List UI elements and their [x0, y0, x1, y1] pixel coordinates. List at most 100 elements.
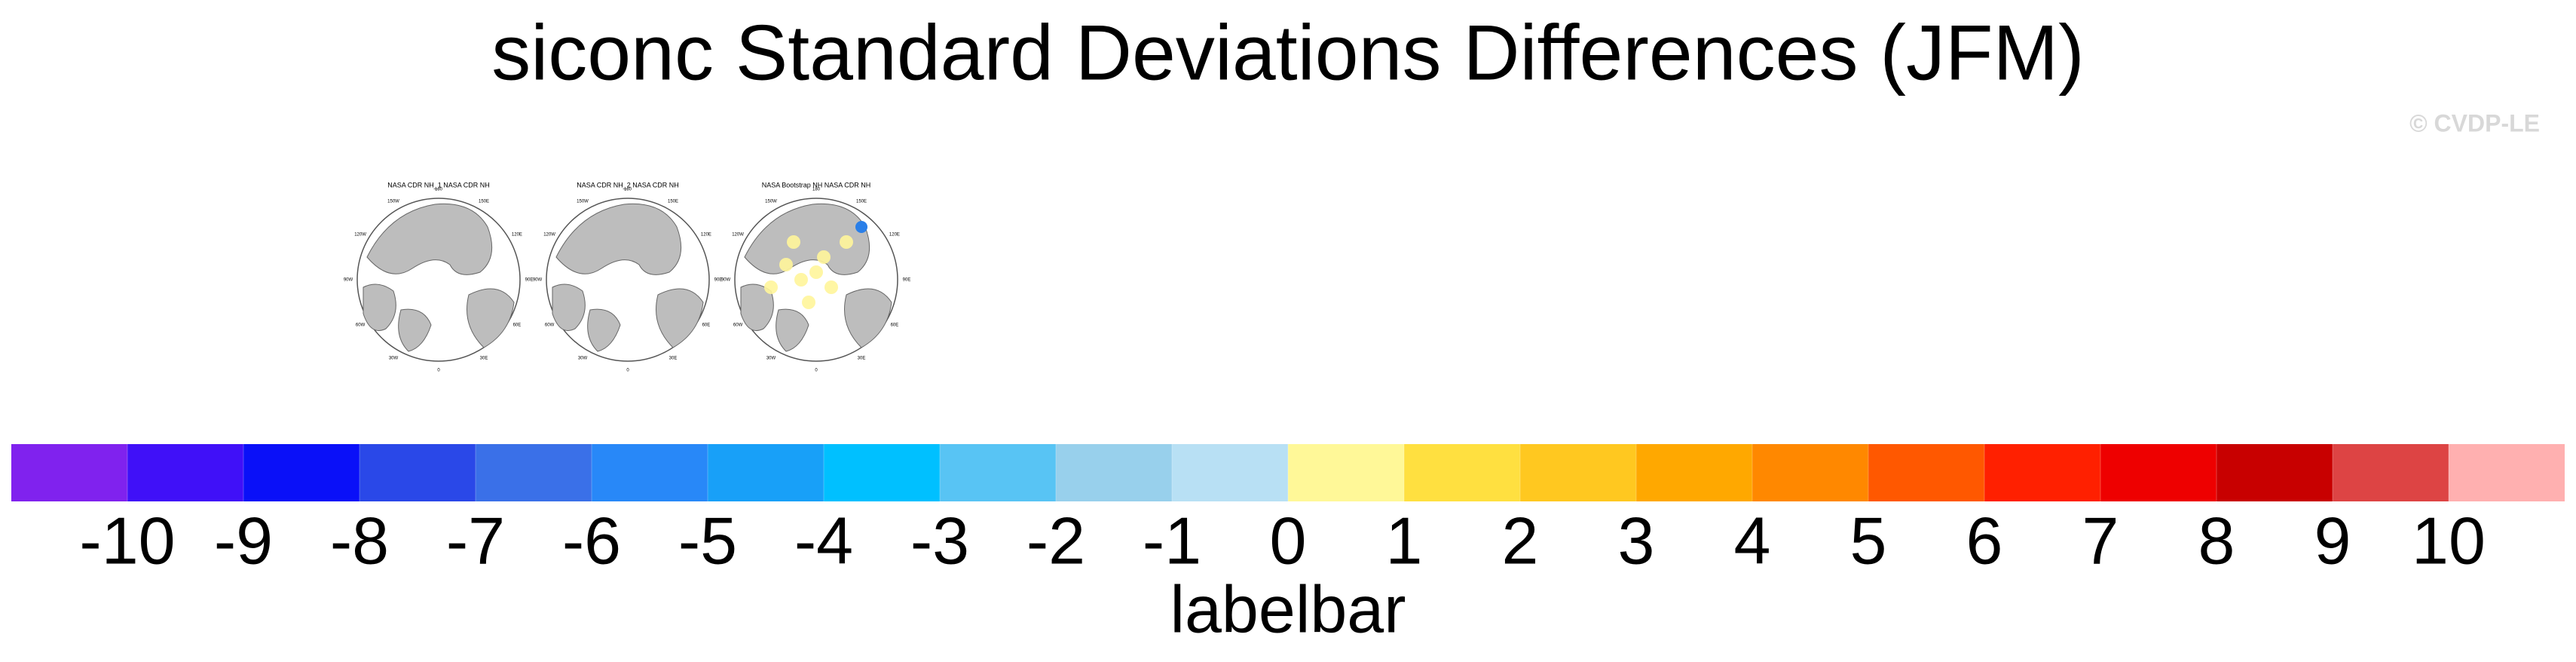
- color-box: [2217, 444, 2333, 501]
- lon-label: 60W: [733, 323, 743, 328]
- tick-label: -9: [214, 503, 273, 578]
- tick-label: 1: [1386, 503, 1423, 578]
- land: [844, 288, 892, 348]
- credit: © CVDP-LE: [2409, 109, 2540, 136]
- tick-label: -2: [1026, 503, 1085, 578]
- lon-label: 60W: [545, 323, 555, 328]
- lon-label: 0: [437, 369, 440, 373]
- lon-label: 120E: [512, 233, 522, 238]
- color-box: [1984, 444, 2100, 501]
- colorbar: -10 -9 -8 -7 -6 -5 -4 -3 -2 -1 0 1 2 3 4 5 6 7 8 9 10labelba…: [11, 444, 2565, 646]
- land: [656, 288, 704, 348]
- lon-label: 150W: [387, 200, 399, 204]
- color-box: [592, 444, 708, 501]
- color-box: [1172, 444, 1288, 501]
- tick-label: -7: [446, 503, 505, 578]
- tick-label: 9: [2314, 503, 2351, 578]
- tick-label: -3: [910, 503, 969, 578]
- color-box: [708, 444, 824, 501]
- color-box: [476, 444, 592, 501]
- tick-label: 2: [1502, 503, 1539, 578]
- lon-label: 30W: [578, 357, 588, 361]
- tick-label: 6: [1966, 503, 2003, 578]
- tick-label: -4: [794, 503, 853, 578]
- lon-label: 30E: [858, 357, 866, 361]
- color-box: [1868, 444, 1984, 501]
- anomaly-patch: [787, 235, 800, 249]
- colorbar-label: labelbar: [1170, 572, 1406, 646]
- lon-label: 180: [435, 188, 443, 192]
- anomaly-patch: [779, 258, 793, 271]
- lon-label: 120W: [354, 233, 366, 238]
- anomaly-patch: [764, 280, 778, 294]
- color-box: [1752, 444, 1868, 501]
- color-box: [2333, 444, 2449, 501]
- color-box: [127, 444, 243, 501]
- panel-title: NASA CDR NH_1 NASA CDR NH: [387, 181, 490, 188]
- tick-label: 0: [1270, 503, 1307, 578]
- lon-label: 90E: [714, 278, 723, 283]
- land: [587, 308, 621, 352]
- lon-label: 60W: [356, 323, 366, 328]
- color-box: [1056, 444, 1172, 501]
- tick-label: -5: [678, 503, 737, 578]
- lon-label: 120W: [543, 233, 555, 238]
- lon-label: 30W: [766, 357, 776, 361]
- lon-label: 150W: [577, 200, 589, 204]
- lon-label: 150W: [765, 200, 777, 204]
- anomaly-patch: [825, 280, 838, 294]
- lon-label: 30E: [669, 357, 678, 361]
- anomaly-patch: [855, 221, 867, 233]
- tick-label: -1: [1143, 503, 1201, 578]
- color-box: [1404, 444, 1520, 501]
- tick-label: 4: [1734, 503, 1771, 578]
- color-box: [1636, 444, 1752, 501]
- lon-label: 0: [626, 369, 629, 373]
- land: [555, 203, 682, 275]
- tick-label: -6: [562, 503, 621, 578]
- lon-label: 150E: [668, 200, 678, 204]
- lon-label: 0: [815, 369, 818, 373]
- lon-label: 30E: [480, 357, 488, 361]
- color-box: [1288, 444, 1404, 501]
- color-box: [243, 444, 359, 501]
- land: [467, 288, 515, 348]
- anomaly-patch: [809, 265, 823, 279]
- land: [552, 283, 586, 331]
- lon-label: 120E: [889, 233, 900, 238]
- lon-label: 180: [624, 188, 632, 192]
- land: [398, 308, 432, 352]
- tick-label: 10: [2412, 503, 2486, 578]
- tick-label: 3: [1618, 503, 1655, 578]
- anomaly-patch: [794, 273, 808, 287]
- panel-title: NASA Bootstrap NH NASA CDR NH: [762, 181, 871, 188]
- land: [366, 203, 493, 275]
- lon-label: 150E: [479, 200, 489, 204]
- tick-label: 7: [2082, 503, 2119, 578]
- tick-label: -10: [79, 503, 175, 578]
- land: [363, 283, 396, 331]
- lon-label: 180: [812, 188, 821, 192]
- color-box: [11, 444, 127, 501]
- anomaly-patch: [802, 296, 815, 309]
- lon-label: 120W: [732, 233, 744, 238]
- lon-label: 90W: [344, 278, 353, 283]
- panel-title: NASA CDR NH_2 NASA CDR NH: [577, 181, 679, 188]
- anomaly-patch: [840, 235, 853, 249]
- color-box: [359, 444, 476, 501]
- color-box: [824, 444, 940, 501]
- lon-label: 90W: [721, 278, 731, 283]
- lon-label: 90W: [533, 278, 543, 283]
- lon-label: 90E: [903, 278, 911, 283]
- lon-label: 60E: [513, 323, 522, 328]
- lon-label: 120E: [701, 233, 711, 238]
- lon-label: 150E: [856, 200, 867, 204]
- color-box: [2449, 444, 2565, 501]
- tick-label: -8: [330, 503, 389, 578]
- figure-title: siconc Standard Deviations Differences (…: [491, 9, 2085, 97]
- color-box: [2100, 444, 2217, 501]
